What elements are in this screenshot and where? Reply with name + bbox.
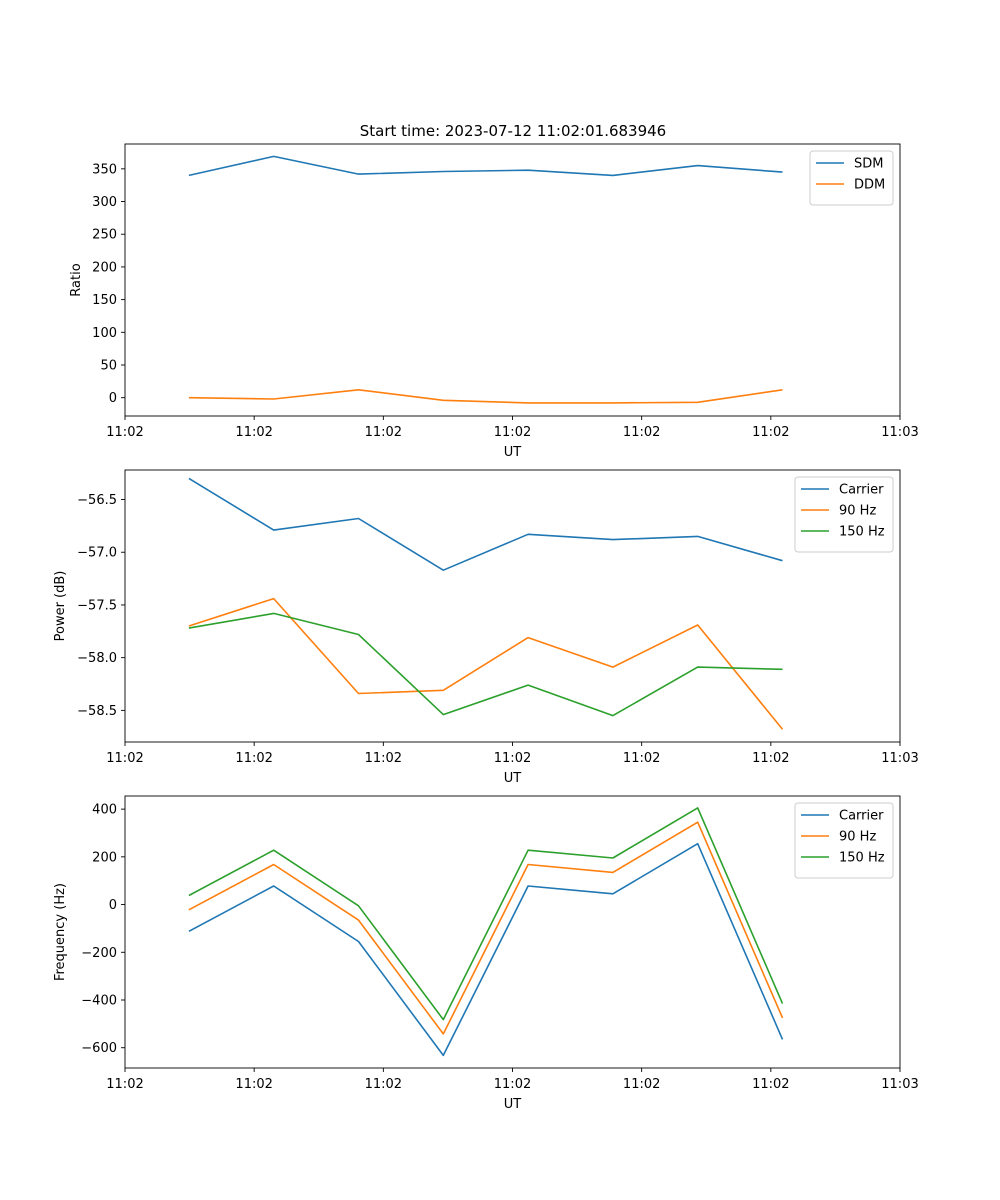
y-tick-label: −200 [81, 946, 117, 961]
y-tick-label: −400 [81, 994, 117, 1009]
y-tick-label: −57.5 [77, 598, 117, 613]
legend-label: 150 Hz [839, 851, 885, 866]
y-tick-label: 200 [92, 260, 117, 275]
y-tick-label: 100 [92, 326, 117, 341]
x-tick-label: 11:02 [106, 751, 143, 766]
y-tick-label: 0 [109, 391, 117, 406]
legend-label: Carrier [839, 483, 884, 498]
x-tick-label: 11:02 [365, 425, 402, 440]
legend-label: 150 Hz [839, 525, 885, 540]
series-line-90-hz [188, 821, 784, 1035]
x-axis-label: UT [504, 771, 522, 786]
power-panel: 11:02 11:02 11:02 11:02 11:02 11:02 11:03 −58.5… [53, 469, 919, 786]
x-tick-label: 11:02 [623, 1077, 660, 1092]
series-line-carrier [188, 477, 783, 572]
legend-box [809, 150, 894, 206]
series-line-ddm [188, 388, 783, 404]
frequency-panel: 11:02 11:02 11:02 11:02 11:02 11:02 11:03 −600 −… [53, 795, 919, 1112]
x-tick-label: 11:02 [235, 751, 272, 766]
legend: Carrier 90 Hz 150 Hz [794, 802, 894, 879]
legend-label: 90 Hz [839, 504, 876, 519]
x-tick-label: 11:02 [365, 751, 402, 766]
y-tick-label: 350 [92, 162, 117, 177]
series-line-sdm [188, 155, 783, 177]
series-line-150-hz [188, 612, 783, 717]
series-line-150-hz [188, 807, 784, 1021]
y-axis-label: Frequency (Hz) [53, 883, 68, 981]
y-tick-label: −58.5 [77, 704, 117, 719]
legend-label: 90 Hz [839, 830, 876, 845]
y-tick-label: 250 [92, 228, 117, 243]
y-tick-label: 150 [92, 293, 117, 308]
x-axis-label: UT [504, 1097, 522, 1112]
x-tick-label: 11:02 [623, 751, 660, 766]
y-tick-label: −58.0 [77, 651, 117, 666]
legend-label: Carrier [839, 809, 884, 824]
x-tick-label: 11:02 [365, 1077, 402, 1092]
legend-label: DDM [854, 178, 885, 193]
y-tick-label: 200 [92, 850, 117, 865]
legend: Carrier 90 Hz 150 Hz [794, 476, 894, 553]
y-tick-label: 400 [92, 803, 117, 818]
y-tick-label: −56.5 [77, 493, 117, 508]
x-tick-label: 11:03 [881, 1077, 918, 1092]
y-tick-label: 50 [100, 359, 117, 374]
y-tick-label: 300 [92, 195, 117, 210]
figure-title: Start time: 2023-07-12 11:02:01.683946 [360, 122, 666, 140]
x-tick-label: 11:02 [623, 425, 660, 440]
x-tick-label: 11:03 [881, 751, 918, 766]
y-tick-label: −600 [81, 1041, 117, 1056]
legend: SDM DDM [809, 150, 894, 206]
ratio-panel: 11:02 11:02 11:02 11:02 11:02 11:02 11:03 0 50 10… [69, 143, 919, 460]
x-tick-label: 11:02 [752, 751, 789, 766]
legend-label: SDM [854, 157, 883, 172]
series-line-90-hz [188, 597, 784, 730]
y-tick-label: 0 [109, 898, 117, 913]
x-tick-label: 11:03 [881, 425, 918, 440]
x-tick-label: 11:02 [752, 1077, 789, 1092]
x-tick-label: 11:02 [235, 1077, 272, 1092]
x-tick-label: 11:02 [494, 751, 531, 766]
y-axis-label: Ratio [69, 263, 84, 296]
legend-box [794, 476, 894, 553]
series-line-carrier [188, 842, 784, 1057]
legend-box [794, 802, 894, 879]
x-tick-label: 11:02 [106, 425, 143, 440]
x-tick-label: 11:02 [106, 1077, 143, 1092]
x-axis-label: UT [504, 445, 522, 460]
x-tick-label: 11:02 [235, 425, 272, 440]
y-tick-label: −57.0 [77, 546, 117, 561]
x-tick-label: 11:02 [494, 1077, 531, 1092]
x-tick-label: 11:02 [494, 425, 531, 440]
x-tick-label: 11:02 [752, 425, 789, 440]
y-axis-label: Power (dB) [53, 571, 68, 642]
